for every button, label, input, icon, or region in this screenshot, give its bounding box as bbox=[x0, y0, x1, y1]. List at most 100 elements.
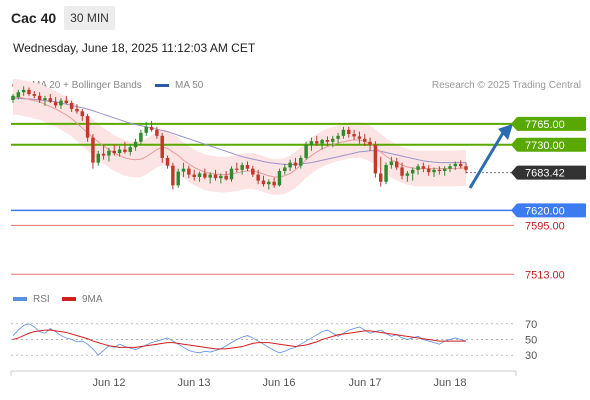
candle-body bbox=[123, 149, 127, 152]
interval-badge[interactable]: 30 MIN bbox=[64, 6, 115, 30]
candle-body bbox=[458, 163, 463, 167]
candle-body bbox=[240, 165, 244, 170]
candle-body bbox=[272, 181, 276, 186]
candle-body bbox=[21, 89, 26, 93]
timestamp: Wednesday, June 18, 2025 11:12:03 AM CET bbox=[13, 41, 256, 55]
candle-body bbox=[464, 166, 468, 170]
forecast-arrow-shaft bbox=[468, 132, 505, 189]
candle-body bbox=[277, 171, 282, 186]
candle-body bbox=[27, 89, 31, 95]
level-label-bg bbox=[517, 165, 586, 180]
candle-body bbox=[160, 135, 164, 158]
ma50-line bbox=[13, 97, 466, 165]
candle-body bbox=[128, 147, 132, 152]
candle-body bbox=[394, 161, 399, 168]
candle-body bbox=[421, 166, 426, 169]
candle-body bbox=[144, 126, 148, 133]
legend-label-ma50: MA 50 bbox=[175, 80, 204, 91]
candle-body bbox=[133, 141, 138, 148]
candle-body bbox=[341, 129, 346, 136]
level-label-bg bbox=[517, 203, 586, 218]
candle-body bbox=[437, 169, 442, 172]
legend-label-ma20: MA 20 + Bollinger Bands bbox=[32, 80, 142, 91]
candle-body bbox=[203, 173, 207, 178]
level-label-bg bbox=[517, 137, 586, 152]
candle-body bbox=[325, 139, 330, 142]
candle-body bbox=[208, 174, 212, 178]
candle-body bbox=[432, 169, 436, 173]
credit-text: Research © 2025 Trading Central bbox=[431, 80, 581, 91]
candle-body bbox=[96, 153, 101, 163]
candle-body bbox=[85, 116, 90, 138]
candle-body bbox=[187, 168, 191, 175]
candle-body bbox=[352, 134, 356, 137]
candle-body bbox=[299, 157, 303, 166]
candle-body bbox=[75, 108, 79, 112]
legend-ma50: MA 50 bbox=[155, 80, 203, 91]
header: Cac 40 30 MIN bbox=[0, 0, 590, 36]
candle-body bbox=[117, 149, 122, 154]
candle-body bbox=[224, 175, 228, 180]
level-label-pointer bbox=[511, 137, 517, 152]
candle-body bbox=[357, 136, 362, 139]
x-tick-label: Jun 16 bbox=[262, 377, 295, 389]
x-tick-label: Jun 12 bbox=[92, 377, 125, 389]
level-label: 7730.00 bbox=[525, 140, 565, 152]
level-label: 7595.00 bbox=[525, 220, 565, 232]
candle-body bbox=[11, 95, 15, 101]
candle-body bbox=[197, 173, 202, 177]
candle-body bbox=[336, 135, 340, 139]
candle-body bbox=[347, 129, 351, 135]
rsi-tick-label: 50 bbox=[525, 335, 537, 347]
candle-body bbox=[171, 165, 175, 186]
candle-body bbox=[267, 181, 271, 185]
x-tick-label: Jun 18 bbox=[433, 377, 466, 389]
candle-body bbox=[378, 173, 383, 182]
candle-body bbox=[165, 157, 170, 166]
candle-body bbox=[112, 150, 116, 154]
candle-body bbox=[229, 168, 234, 180]
candle-body bbox=[139, 132, 143, 142]
candle-body bbox=[288, 162, 292, 168]
candle-body bbox=[384, 165, 388, 182]
candle-body bbox=[373, 144, 378, 174]
candle-body bbox=[192, 174, 196, 177]
candle-body bbox=[48, 98, 53, 102]
candle-body bbox=[16, 92, 21, 98]
x-tick-label: Jun 13 bbox=[177, 377, 210, 389]
candle-body bbox=[53, 101, 58, 106]
level-label-pointer bbox=[511, 165, 517, 180]
candle-body bbox=[283, 167, 287, 172]
level-label: 7620.00 bbox=[525, 205, 565, 217]
forecast-arrow-head bbox=[498, 123, 513, 140]
legend-label-9ma: 9MA bbox=[82, 294, 103, 305]
candle-body bbox=[219, 175, 223, 179]
candle-body bbox=[176, 171, 180, 186]
legend-label-rsi: RSI bbox=[33, 294, 50, 305]
candle-body bbox=[416, 166, 420, 170]
candle-body bbox=[37, 95, 42, 101]
candle-body bbox=[80, 111, 85, 117]
candle-body bbox=[155, 129, 159, 136]
candle-body bbox=[304, 144, 308, 158]
candle-body bbox=[64, 100, 69, 103]
candle-body bbox=[213, 174, 218, 179]
candle-body bbox=[331, 138, 335, 142]
bollinger-band bbox=[13, 79, 466, 195]
candle-body bbox=[293, 162, 298, 166]
candle-body bbox=[320, 139, 324, 144]
candle-body bbox=[181, 168, 186, 172]
legend-swatch-9ma bbox=[62, 297, 76, 301]
legend-swatch-ma50 bbox=[155, 83, 169, 87]
rsi-line bbox=[12, 323, 467, 356]
candle-body bbox=[251, 168, 255, 175]
candle-body bbox=[453, 163, 458, 167]
candle-body bbox=[149, 126, 154, 130]
level-label-pointer bbox=[511, 203, 517, 218]
candle-body bbox=[363, 138, 367, 142]
candle-body bbox=[256, 174, 260, 181]
level-label-pointer bbox=[511, 116, 517, 131]
candle-body bbox=[309, 141, 314, 145]
candle-body bbox=[442, 168, 447, 172]
